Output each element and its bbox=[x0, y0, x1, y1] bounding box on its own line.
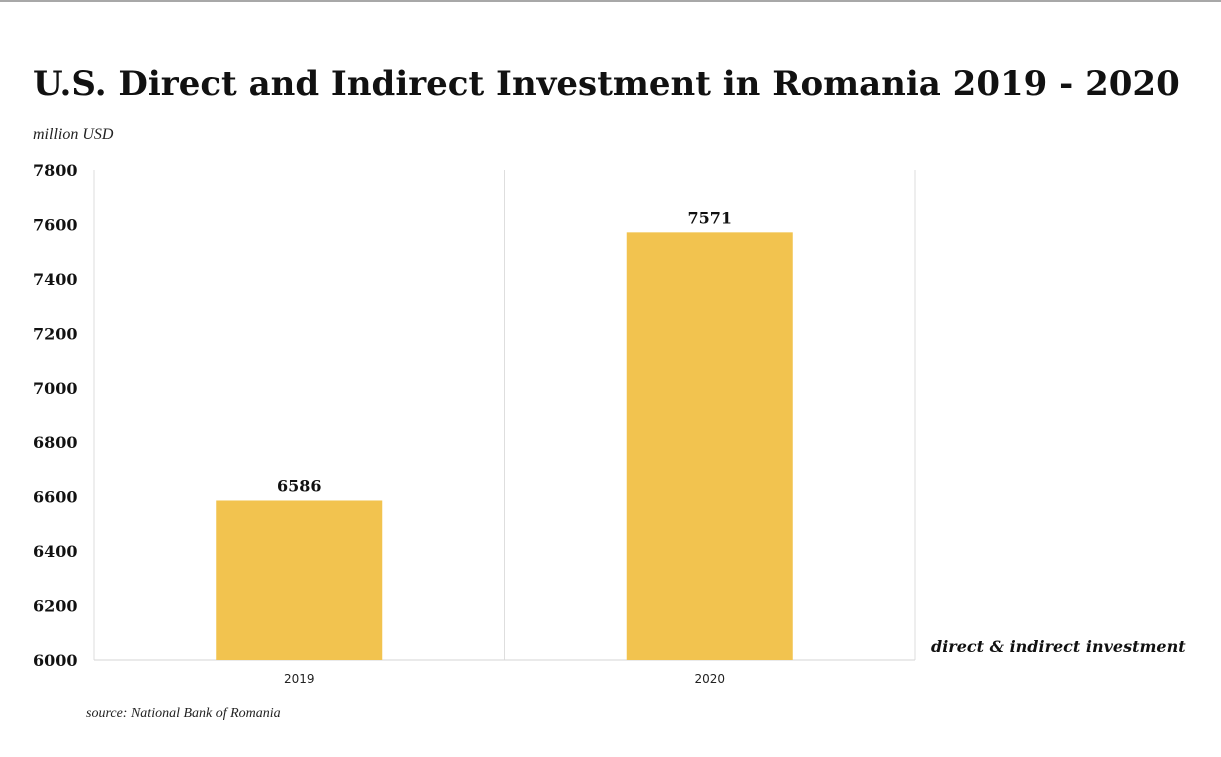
y-tick-label: 7800 bbox=[33, 161, 78, 180]
y-tick-label: 7600 bbox=[33, 215, 78, 234]
legend-series-label: direct & indirect investment bbox=[931, 637, 1186, 656]
y-tick-label: 7000 bbox=[33, 379, 78, 398]
y-tick-label: 6000 bbox=[33, 651, 78, 670]
bar-series: 6586 7571 bbox=[216, 208, 793, 661]
y-axis-ticks: 6000 6200 6400 6600 6800 7000 7200 7400 7600 7800 bbox=[33, 161, 78, 670]
y-tick-label: 6400 bbox=[33, 542, 78, 561]
x-axis-ticks: 2019 2020 bbox=[284, 672, 725, 686]
y-tick-label: 6200 bbox=[33, 597, 78, 616]
bar bbox=[216, 500, 383, 660]
y-axis-unit-label: million USD bbox=[33, 126, 114, 143]
source-note: source: National Bank of Romania bbox=[86, 706, 281, 721]
category-dividers bbox=[93, 170, 916, 660]
y-tick-label: 6800 bbox=[33, 433, 78, 452]
chart-title: U.S. Direct and Indirect Investment in R… bbox=[33, 64, 1180, 104]
y-tick-label: 7400 bbox=[33, 270, 78, 289]
y-tick-label: 7200 bbox=[33, 324, 78, 343]
x-tick-label: 2020 bbox=[694, 672, 725, 686]
bar-data-label: 6586 bbox=[277, 476, 322, 495]
x-tick-label: 2019 bbox=[284, 672, 315, 686]
y-tick-label: 6600 bbox=[33, 488, 78, 507]
bar-data-label: 7571 bbox=[687, 208, 732, 227]
bar bbox=[626, 232, 793, 661]
